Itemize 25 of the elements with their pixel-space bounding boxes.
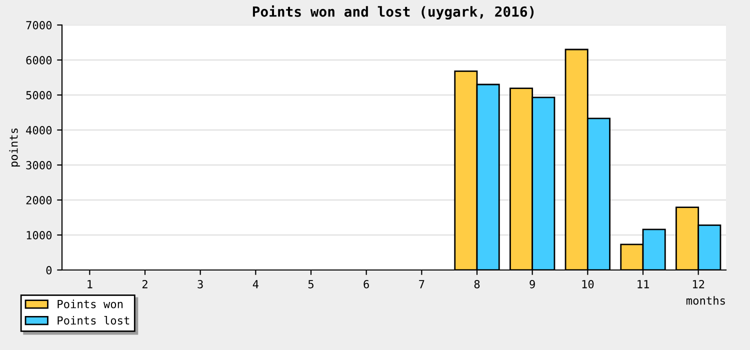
x-tick-label: 11 [638,280,649,288]
x-tick-label: 8 [474,280,480,288]
y-tick-label: 7000 [26,21,52,30]
x-tick-label: 3 [198,280,203,288]
y-tick-label: 5000 [26,91,52,100]
y-tick-label: 2000 [26,196,52,204]
x-tick-label: 5 [308,280,314,288]
x-tick-label: 1 [88,280,92,288]
legend-label: Points won [58,300,123,308]
y-axis-title: points [9,128,20,167]
y-tick-label: 0 [46,266,52,274]
y-tick-label: 4000 [26,126,52,134]
y-tick-label: 3000 [26,161,52,170]
x-tick-label: 6 [364,280,369,288]
chart-title: Points won and lost (uygark, 2016) [252,5,534,20]
x-tick-label: 10 [582,280,594,288]
y-tick-label: 6000 [26,56,52,64]
y-tick-label: 1000 [26,231,52,240]
x-tick-label: 2 [142,280,148,288]
x-tick-label: 9 [530,280,535,288]
legend-label: Points lost [58,316,130,325]
x-tick-label: 7 [419,280,424,288]
x-tick-label: 4 [252,280,258,288]
x-axis-title: months [686,296,725,305]
x-tick-label: 12 [692,280,704,288]
